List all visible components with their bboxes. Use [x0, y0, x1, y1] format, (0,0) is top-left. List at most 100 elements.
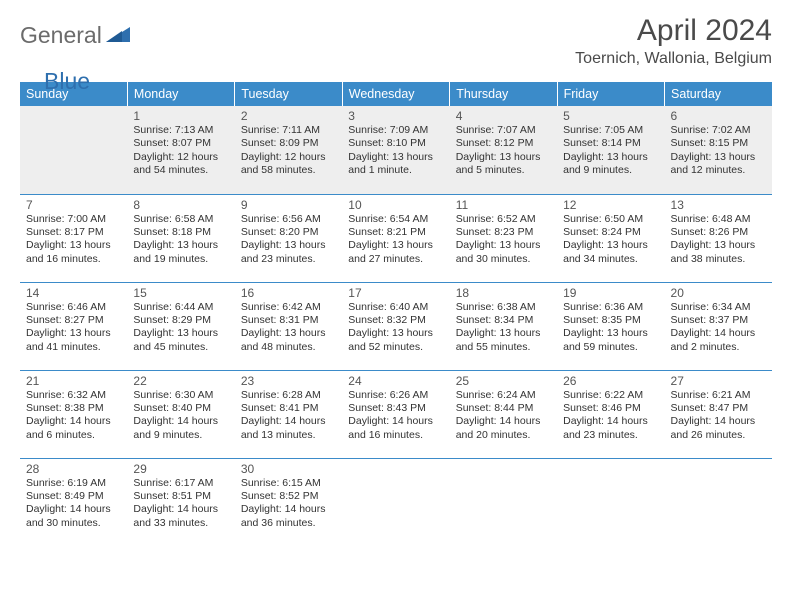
sunset-line: Sunset: 8:12 PM — [456, 137, 551, 150]
sunrise-line: Sunrise: 6:50 AM — [563, 213, 658, 226]
sunrise-line: Sunrise: 6:42 AM — [241, 301, 336, 314]
sunset-line: Sunset: 8:14 PM — [563, 137, 658, 150]
day-number: 17 — [348, 286, 443, 300]
sunrise-line: Sunrise: 6:44 AM — [133, 301, 228, 314]
sunrise-line: Sunrise: 6:28 AM — [241, 389, 336, 402]
calendar-table: SundayMondayTuesdayWednesdayThursdayFrid… — [20, 82, 772, 546]
daylight-line: Daylight: 13 hours and 30 minutes. — [456, 239, 551, 266]
day-number: 10 — [348, 198, 443, 212]
calendar-cell: 25Sunrise: 6:24 AMSunset: 8:44 PMDayligh… — [450, 370, 557, 458]
sunrise-line: Sunrise: 6:52 AM — [456, 213, 551, 226]
sunrise-line: Sunrise: 6:58 AM — [133, 213, 228, 226]
daylight-line: Daylight: 13 hours and 12 minutes. — [671, 151, 766, 178]
sunset-line: Sunset: 8:46 PM — [563, 402, 658, 415]
calendar-cell: 2Sunrise: 7:11 AMSunset: 8:09 PMDaylight… — [235, 106, 342, 194]
day-number: 28 — [26, 462, 121, 476]
daylight-line: Daylight: 14 hours and 6 minutes. — [26, 415, 121, 442]
day-number: 26 — [563, 374, 658, 388]
sunset-line: Sunset: 8:51 PM — [133, 490, 228, 503]
daylight-line: Daylight: 13 hours and 45 minutes. — [133, 327, 228, 354]
day-number: 11 — [456, 198, 551, 212]
daylight-line: Daylight: 13 hours and 9 minutes. — [563, 151, 658, 178]
calendar-head: SundayMondayTuesdayWednesdayThursdayFrid… — [20, 82, 772, 106]
daylight-line: Daylight: 13 hours and 5 minutes. — [456, 151, 551, 178]
daylight-line: Daylight: 12 hours and 58 minutes. — [241, 151, 336, 178]
sunset-line: Sunset: 8:18 PM — [133, 226, 228, 239]
day-number: 30 — [241, 462, 336, 476]
calendar-cell: 23Sunrise: 6:28 AMSunset: 8:41 PMDayligh… — [235, 370, 342, 458]
sunrise-line: Sunrise: 6:26 AM — [348, 389, 443, 402]
sunset-line: Sunset: 8:21 PM — [348, 226, 443, 239]
calendar-cell: 22Sunrise: 6:30 AMSunset: 8:40 PMDayligh… — [127, 370, 234, 458]
weekday-row: SundayMondayTuesdayWednesdayThursdayFrid… — [20, 82, 772, 106]
day-number: 9 — [241, 198, 336, 212]
calendar-cell: 9Sunrise: 6:56 AMSunset: 8:20 PMDaylight… — [235, 194, 342, 282]
weekday-header: Wednesday — [342, 82, 449, 106]
daylight-line: Daylight: 12 hours and 54 minutes. — [133, 151, 228, 178]
calendar-cell: 19Sunrise: 6:36 AMSunset: 8:35 PMDayligh… — [557, 282, 664, 370]
logo-text-general: General — [20, 22, 102, 49]
sunset-line: Sunset: 8:52 PM — [241, 490, 336, 503]
day-number: 13 — [671, 198, 766, 212]
day-number: 6 — [671, 109, 766, 123]
calendar-cell: 15Sunrise: 6:44 AMSunset: 8:29 PMDayligh… — [127, 282, 234, 370]
calendar-page: General April 2024 Toernich, Wallonia, B… — [0, 0, 792, 546]
daylight-line: Daylight: 13 hours and 38 minutes. — [671, 239, 766, 266]
daylight-line: Daylight: 14 hours and 23 minutes. — [563, 415, 658, 442]
daylight-line: Daylight: 14 hours and 13 minutes. — [241, 415, 336, 442]
calendar-cell: 30Sunrise: 6:15 AMSunset: 8:52 PMDayligh… — [235, 458, 342, 546]
sunrise-line: Sunrise: 6:46 AM — [26, 301, 121, 314]
day-number: 18 — [456, 286, 551, 300]
sunrise-line: Sunrise: 7:05 AM — [563, 124, 658, 137]
calendar-cell: 4Sunrise: 7:07 AMSunset: 8:12 PMDaylight… — [450, 106, 557, 194]
calendar-cell: 27Sunrise: 6:21 AMSunset: 8:47 PMDayligh… — [665, 370, 772, 458]
day-number: 19 — [563, 286, 658, 300]
sunrise-line: Sunrise: 6:56 AM — [241, 213, 336, 226]
day-number: 21 — [26, 374, 121, 388]
sunrise-line: Sunrise: 6:54 AM — [348, 213, 443, 226]
sunset-line: Sunset: 8:43 PM — [348, 402, 443, 415]
daylight-line: Daylight: 13 hours and 48 minutes. — [241, 327, 336, 354]
title-block: April 2024 Toernich, Wallonia, Belgium — [575, 14, 772, 68]
sunrise-line: Sunrise: 7:00 AM — [26, 213, 121, 226]
daylight-line: Daylight: 14 hours and 33 minutes. — [133, 503, 228, 530]
calendar-cell: 20Sunrise: 6:34 AMSunset: 8:37 PMDayligh… — [665, 282, 772, 370]
day-number: 5 — [563, 109, 658, 123]
sunset-line: Sunset: 8:32 PM — [348, 314, 443, 327]
sunrise-line: Sunrise: 6:22 AM — [563, 389, 658, 402]
sunset-line: Sunset: 8:27 PM — [26, 314, 121, 327]
sunrise-line: Sunrise: 6:38 AM — [456, 301, 551, 314]
sunset-line: Sunset: 8:29 PM — [133, 314, 228, 327]
calendar-cell: 24Sunrise: 6:26 AMSunset: 8:43 PMDayligh… — [342, 370, 449, 458]
weekday-header: Saturday — [665, 82, 772, 106]
sunrise-line: Sunrise: 7:07 AM — [456, 124, 551, 137]
sunrise-line: Sunrise: 7:02 AM — [671, 124, 766, 137]
calendar-cell: 6Sunrise: 7:02 AMSunset: 8:15 PMDaylight… — [665, 106, 772, 194]
daylight-line: Daylight: 13 hours and 16 minutes. — [26, 239, 121, 266]
daylight-line: Daylight: 13 hours and 1 minute. — [348, 151, 443, 178]
daylight-line: Daylight: 13 hours and 55 minutes. — [456, 327, 551, 354]
daylight-line: Daylight: 14 hours and 9 minutes. — [133, 415, 228, 442]
daylight-line: Daylight: 13 hours and 27 minutes. — [348, 239, 443, 266]
sunrise-line: Sunrise: 6:36 AM — [563, 301, 658, 314]
sunrise-line: Sunrise: 6:40 AM — [348, 301, 443, 314]
day-number: 29 — [133, 462, 228, 476]
daylight-line: Daylight: 14 hours and 20 minutes. — [456, 415, 551, 442]
logo-triangle-icon — [106, 24, 130, 47]
daylight-line: Daylight: 14 hours and 26 minutes. — [671, 415, 766, 442]
sunrise-line: Sunrise: 6:24 AM — [456, 389, 551, 402]
calendar-row: 1Sunrise: 7:13 AMSunset: 8:07 PMDaylight… — [20, 106, 772, 194]
calendar-cell: 16Sunrise: 6:42 AMSunset: 8:31 PMDayligh… — [235, 282, 342, 370]
sunset-line: Sunset: 8:47 PM — [671, 402, 766, 415]
sunrise-line: Sunrise: 6:48 AM — [671, 213, 766, 226]
weekday-header: Thursday — [450, 82, 557, 106]
calendar-cell: 10Sunrise: 6:54 AMSunset: 8:21 PMDayligh… — [342, 194, 449, 282]
day-number: 3 — [348, 109, 443, 123]
calendar-cell: 29Sunrise: 6:17 AMSunset: 8:51 PMDayligh… — [127, 458, 234, 546]
day-number: 25 — [456, 374, 551, 388]
sunset-line: Sunset: 8:38 PM — [26, 402, 121, 415]
daylight-line: Daylight: 14 hours and 30 minutes. — [26, 503, 121, 530]
sunset-line: Sunset: 8:09 PM — [241, 137, 336, 150]
sunset-line: Sunset: 8:40 PM — [133, 402, 228, 415]
calendar-row: 14Sunrise: 6:46 AMSunset: 8:27 PMDayligh… — [20, 282, 772, 370]
